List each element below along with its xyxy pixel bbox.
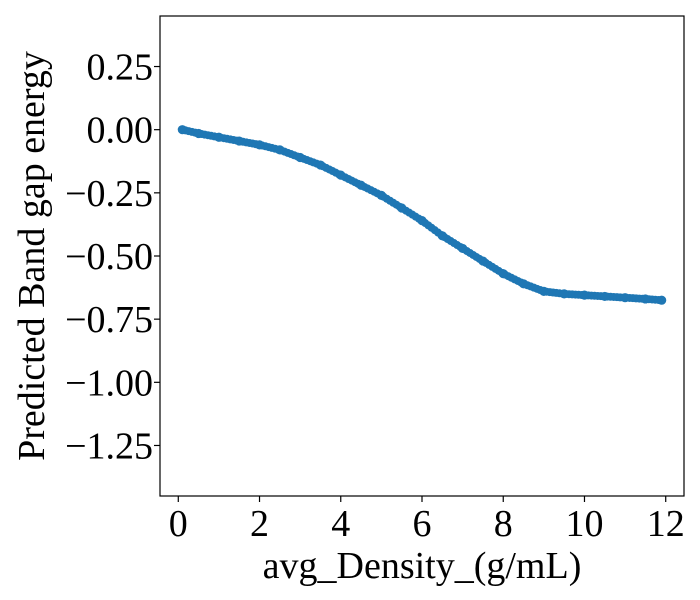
data-point (437, 231, 447, 241)
y-tick-label: 0.00 (87, 110, 154, 152)
y-axis-ticks: 0.25 0.00 −0.25 −0.50 −0.75 −1.00 −1.25 (65, 47, 160, 467)
x-tick-label: 10 (565, 503, 603, 545)
data-point (539, 286, 549, 296)
data-point (657, 295, 667, 305)
plot-frame (159, 15, 685, 497)
data-point (254, 140, 265, 150)
y-tick-label: −0.75 (65, 299, 153, 341)
data-point (275, 145, 285, 155)
x-tick-label: 12 (647, 503, 685, 545)
y-tick-label: −1.00 (65, 362, 153, 404)
data-point (193, 128, 204, 139)
y-tick-label: −0.25 (65, 173, 153, 215)
x-tick-label: 2 (250, 503, 269, 545)
y-tick-label: −1.25 (65, 425, 153, 467)
data-point (417, 216, 427, 226)
y-tick-label: 0.25 (87, 47, 154, 89)
data-point (397, 203, 407, 213)
x-tick-label: 8 (494, 503, 513, 545)
data-point (579, 290, 590, 300)
data-points-layer (177, 125, 667, 305)
data-point (376, 190, 386, 200)
x-tick-label: 0 (169, 503, 188, 545)
data-point (600, 291, 610, 302)
data-point (620, 293, 630, 303)
data-point (640, 294, 651, 304)
data-point (478, 256, 488, 266)
data-point (458, 243, 468, 254)
x-tick-label: 6 (413, 503, 432, 545)
data-point (498, 269, 508, 279)
data-point (234, 136, 244, 146)
x-tick-label: 4 (331, 503, 350, 545)
y-axis-title: Predicted Band gap energy (11, 51, 53, 461)
data-point (315, 160, 326, 170)
data-point (177, 125, 187, 135)
data-point (559, 289, 569, 299)
y-tick-label: −0.50 (65, 236, 153, 278)
x-axis-ticks: 0 2 4 6 8 10 12 (169, 496, 685, 545)
data-point (214, 132, 224, 142)
data-point (295, 152, 305, 163)
x-axis-title: avg_Density_(g/mL) (263, 545, 582, 587)
data-point (518, 279, 529, 289)
data-point (356, 180, 366, 190)
data-point (336, 170, 346, 180)
